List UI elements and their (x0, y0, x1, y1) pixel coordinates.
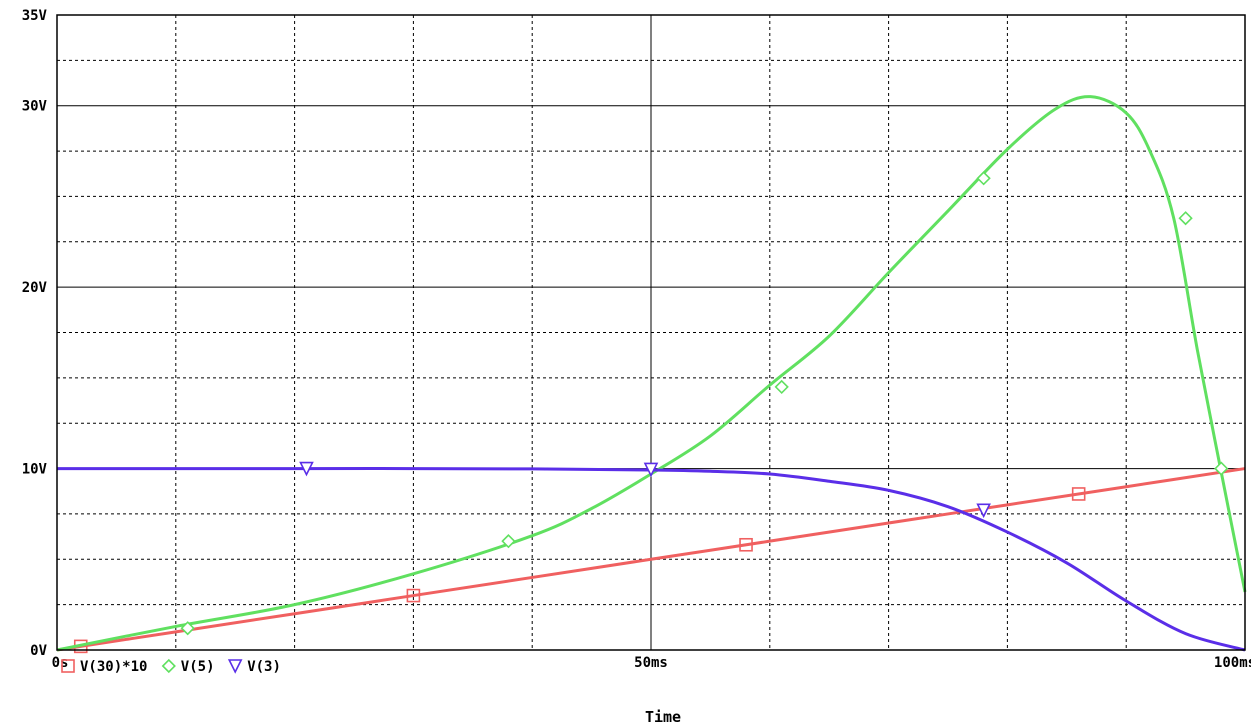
marker-triangle (976, 503, 991, 519)
marker-diamond (1178, 211, 1193, 226)
legend-entry: V(5) (181, 659, 215, 675)
marker-square (61, 659, 75, 673)
marker-square (1071, 487, 1086, 501)
series-layer (56, 95, 1247, 654)
series-V(3) (57, 461, 1246, 652)
legend-entry: V(3) (247, 659, 281, 675)
marker-square (739, 537, 753, 552)
y-tick-label: 0V (30, 643, 47, 659)
x-axis-label: Time (645, 708, 681, 726)
y-tick-label: 20V (22, 280, 48, 296)
marker-square (406, 588, 421, 603)
marker-diamond (1214, 461, 1229, 476)
series-line (56, 467, 1246, 652)
x-tick-label: 50ms (634, 655, 668, 671)
x-tick-label: 0s (52, 655, 69, 671)
y-tick-label: 35V (22, 8, 48, 24)
marker-diamond (976, 171, 991, 186)
marker-triangle (299, 461, 314, 477)
marker-triangle (227, 659, 243, 674)
plot-frame (56, 14, 1246, 651)
series-V(30)*10 (56, 467, 1246, 654)
x-tick-label: 100ms (1214, 655, 1251, 671)
marker-diamond (180, 621, 195, 636)
series-V(5) (56, 95, 1247, 652)
legend-entry: V(30)*10 (80, 659, 147, 675)
marker-diamond (161, 658, 176, 674)
tick-labels: 0V 10V 20V 30V 35V 0s 50ms 100ms (22, 8, 1251, 671)
series-line (56, 95, 1247, 652)
marker-triangle (643, 462, 659, 478)
marker-diamond (774, 379, 789, 395)
legend: V(30)*10 V(5) V(3) (61, 658, 281, 675)
marker-diamond (501, 534, 516, 549)
y-tick-label: 10V (22, 462, 48, 478)
y-tick-label: 30V (22, 99, 48, 115)
